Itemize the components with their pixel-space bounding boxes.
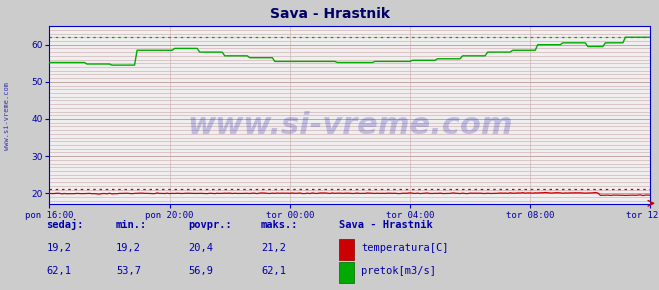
- Text: 62,1: 62,1: [261, 266, 286, 276]
- Text: 62,1: 62,1: [47, 266, 72, 276]
- Text: 21,2: 21,2: [261, 243, 286, 253]
- Text: 19,2: 19,2: [47, 243, 72, 253]
- Text: povpr.:: povpr.:: [188, 220, 231, 230]
- Text: sedaj:: sedaj:: [46, 219, 84, 230]
- Text: maks.:: maks.:: [260, 220, 298, 230]
- Text: 53,7: 53,7: [116, 266, 141, 276]
- Text: pretok[m3/s]: pretok[m3/s]: [361, 266, 436, 276]
- Text: 19,2: 19,2: [116, 243, 141, 253]
- Text: temperatura[C]: temperatura[C]: [361, 243, 449, 253]
- Text: www.si-vreme.com: www.si-vreme.com: [3, 82, 10, 150]
- Text: Sava - Hrastnik: Sava - Hrastnik: [339, 220, 433, 230]
- Text: min.:: min.:: [115, 220, 146, 230]
- Text: 56,9: 56,9: [188, 266, 214, 276]
- Text: 20,4: 20,4: [188, 243, 214, 253]
- Text: Sava - Hrastnik: Sava - Hrastnik: [270, 7, 389, 21]
- Text: www.si-vreme.com: www.si-vreme.com: [187, 111, 513, 140]
